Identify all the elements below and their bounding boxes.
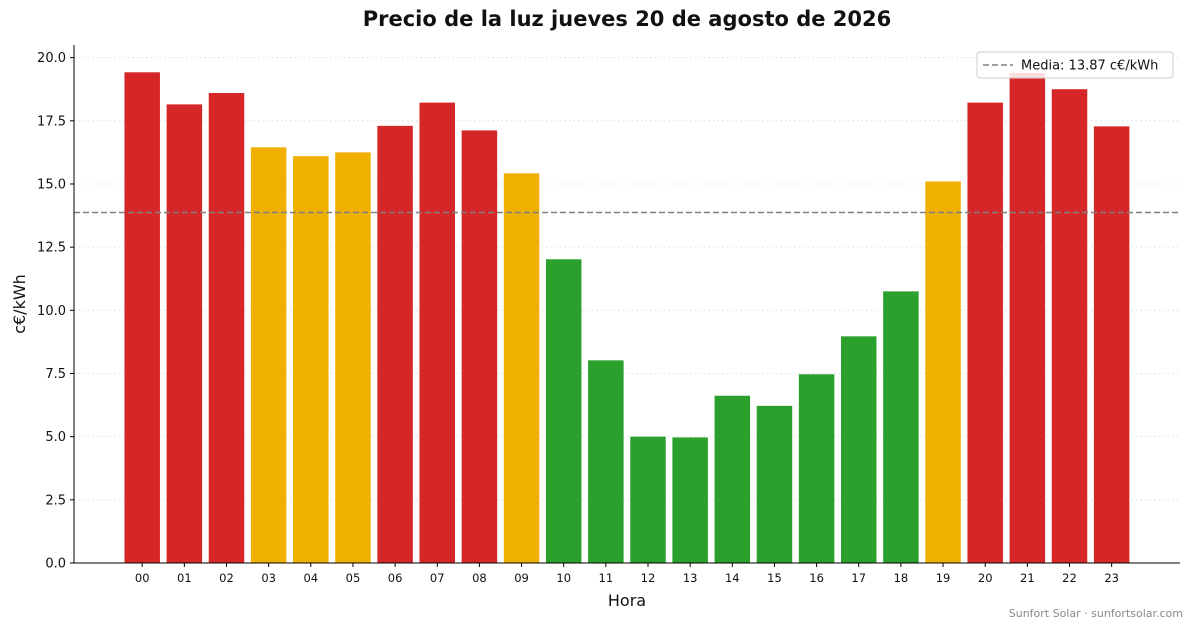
bar-hour-01 bbox=[166, 104, 203, 563]
bar-hour-20 bbox=[967, 102, 1003, 564]
x-tick-label: 09 bbox=[514, 571, 529, 585]
x-tick-label: 01 bbox=[177, 571, 192, 585]
bar-hour-19 bbox=[925, 181, 961, 563]
bar-hour-16 bbox=[798, 374, 835, 563]
bars bbox=[124, 72, 1130, 564]
x-tick-label: 05 bbox=[346, 571, 361, 585]
x-tick-label: 19 bbox=[936, 571, 951, 585]
y-tick-label: 10.0 bbox=[37, 304, 66, 319]
y-axis-label: c€/kWh bbox=[10, 274, 29, 334]
footer-credit: Sunfort Solar · sunfortsolar.com bbox=[1009, 607, 1183, 620]
y-tick-label: 7.5 bbox=[45, 367, 66, 382]
bar-hour-12 bbox=[630, 436, 666, 563]
bar-hour-02 bbox=[208, 93, 245, 563]
bar-hour-14 bbox=[714, 395, 751, 563]
x-tick-label: 22 bbox=[1062, 571, 1077, 585]
x-tick-label: 18 bbox=[894, 571, 909, 585]
bar-hour-08 bbox=[461, 130, 498, 563]
bar-hour-21 bbox=[1009, 72, 1046, 564]
x-tick-label: 16 bbox=[809, 571, 824, 585]
axes bbox=[73, 45, 1180, 564]
x-tick-label: 04 bbox=[303, 571, 318, 585]
x-tick-label: 15 bbox=[767, 571, 782, 585]
x-tick-label: 10 bbox=[556, 571, 571, 585]
x-tick-label: 17 bbox=[851, 571, 866, 585]
bar-hour-22 bbox=[1051, 89, 1088, 563]
bar-hour-15 bbox=[756, 405, 793, 563]
x-tick-label: 11 bbox=[599, 571, 614, 585]
y-tick-label: 15.0 bbox=[37, 177, 66, 192]
x-tick-label: 23 bbox=[1104, 571, 1119, 585]
bar-hour-07 bbox=[419, 102, 455, 564]
x-ticks: 00 01 02 03 04 05 06 07 08 09 10 11 12 13 14 15 16 17 18 19… bbox=[135, 563, 1119, 585]
y-tick-label: 20.0 bbox=[37, 51, 66, 66]
bar-hour-23 bbox=[1093, 126, 1130, 564]
bar-hour-04 bbox=[293, 156, 329, 563]
x-axis-label: Hora bbox=[608, 591, 646, 610]
bar-hour-05 bbox=[335, 152, 371, 563]
legend: Media: 13.87 c€/kWh bbox=[976, 51, 1174, 79]
y-tick-label: 17.5 bbox=[37, 114, 66, 129]
bar-hour-00 bbox=[124, 72, 160, 563]
x-tick-label: 07 bbox=[430, 571, 445, 585]
bar-hour-03 bbox=[250, 147, 287, 563]
y-ticks: 0.0 2.5 5.0 7.5 10.0 12.5 15.0 17.5 20.0 bbox=[37, 51, 74, 572]
bar-hour-09 bbox=[503, 173, 540, 564]
x-tick-label: 12 bbox=[641, 571, 656, 585]
bar-hour-13 bbox=[672, 437, 708, 563]
y-tick-label: 2.5 bbox=[45, 493, 66, 508]
x-tick-label: 08 bbox=[472, 571, 487, 585]
legend-mean-label: Media: 13.87 c€/kWh bbox=[1021, 59, 1158, 74]
bar-hour-10 bbox=[545, 259, 582, 563]
y-tick-label: 5.0 bbox=[45, 430, 66, 445]
y-tick-label: 0.0 bbox=[45, 557, 66, 572]
x-tick-label: 03 bbox=[261, 571, 276, 585]
x-tick-label: 21 bbox=[1020, 571, 1035, 585]
y-tick-label: 12.5 bbox=[37, 241, 66, 256]
legend-box bbox=[976, 51, 1174, 79]
chart-title: Precio de la luz jueves 20 de agosto de … bbox=[363, 7, 892, 31]
x-tick-label: 20 bbox=[978, 571, 993, 585]
x-tick-label: 14 bbox=[725, 571, 740, 585]
x-tick-label: 13 bbox=[683, 571, 698, 585]
x-tick-label: 00 bbox=[135, 571, 150, 585]
x-tick-label: 06 bbox=[388, 571, 403, 585]
x-tick-label: 02 bbox=[219, 571, 234, 585]
bar-hour-18 bbox=[883, 291, 919, 563]
bar-hour-06 bbox=[377, 125, 413, 564]
bar-hour-17 bbox=[841, 336, 877, 563]
bar-hour-11 bbox=[588, 360, 624, 563]
